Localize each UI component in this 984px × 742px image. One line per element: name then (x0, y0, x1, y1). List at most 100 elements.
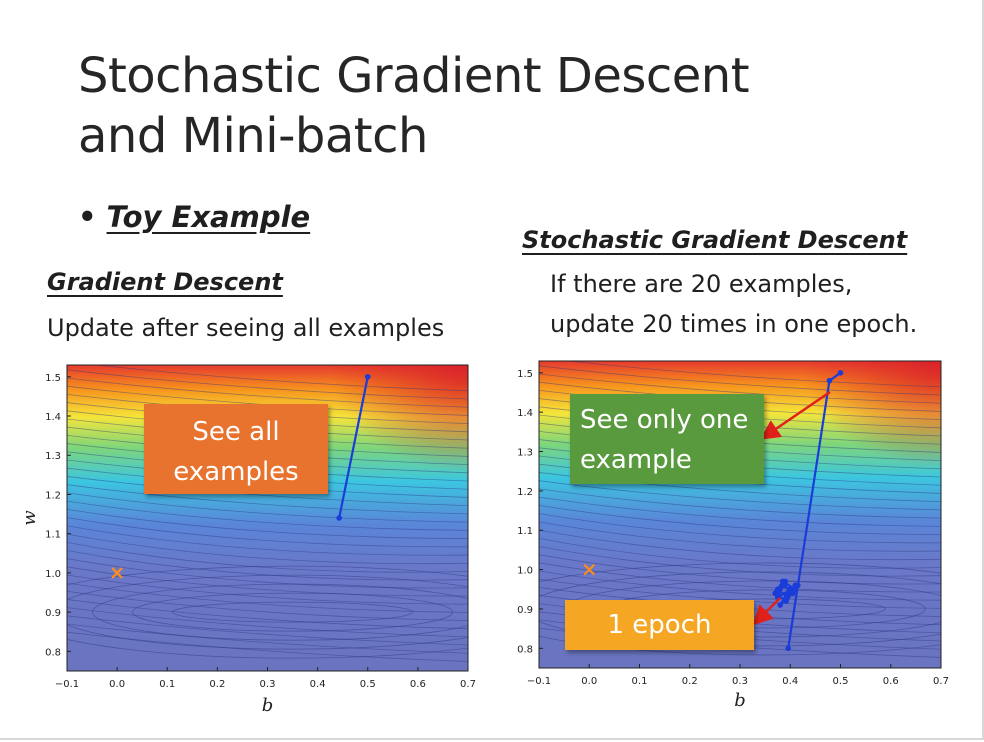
x-tick-label: 0.4 (310, 679, 326, 690)
sgd-x-axis-label: b (734, 690, 746, 711)
contour-line (67, 558, 468, 589)
x-tick-label: 0.5 (833, 676, 849, 687)
sgd-trajectory-point (783, 598, 790, 604)
y-tick-label: 1.0 (517, 566, 533, 577)
sgd-description-line-2: update 20 times in one epoch. (550, 310, 918, 338)
y-tick-label: 0.9 (45, 608, 61, 619)
y-tick-label: 0.8 (45, 647, 61, 658)
title-line-1: Stochastic Gradient Descent (78, 48, 750, 104)
contour-line (67, 631, 468, 662)
callout-see-one-example: See only one example (570, 394, 764, 484)
contour-line (67, 574, 468, 605)
contour-line (67, 476, 468, 507)
gd-y-axis-label: w (19, 510, 40, 526)
contour-line (67, 615, 468, 646)
y-tick-label: 1.0 (45, 569, 61, 580)
arrow-one-example (759, 390, 831, 440)
y-tick-label: 0.9 (517, 605, 533, 616)
gd-plot-series (111, 373, 371, 579)
y-tick-label: 1.5 (45, 373, 61, 384)
sgd-trajectory-point (779, 578, 786, 585)
sgd-plot-ticks: −0.1 0.0 0.1 0.2 0.3 0.4 0.5 0.6 0.7 0.8 0.9 1.0 1.1… (517, 369, 949, 711)
x-tick-label: 0.0 (109, 679, 125, 690)
contour-line (539, 537, 941, 569)
contour-line (67, 377, 468, 408)
callout-one-epoch: 1 epoch (565, 600, 754, 650)
sgd-trajectory-point (837, 370, 844, 376)
bullet-toy-example: • Toy Example (78, 200, 310, 234)
y-tick-label: 1.2 (517, 487, 533, 498)
contour-line (67, 623, 468, 654)
sgd-trajectory-point (792, 586, 799, 593)
x-tick-label: 0.3 (260, 679, 276, 690)
contour-ellipse (539, 571, 941, 647)
gd-x-axis-label: b (262, 695, 274, 716)
y-tick-label: 1.4 (45, 412, 61, 423)
x-tick-label: 0.7 (933, 676, 949, 687)
contour-ellipse (67, 565, 468, 659)
x-tick-label: 0.5 (360, 679, 376, 690)
x-tick-label: 0.2 (209, 679, 225, 690)
contour-line (539, 480, 941, 511)
contour-line (67, 533, 468, 565)
gd-optimum-marker (111, 567, 123, 579)
contour-ellipse (92, 583, 468, 641)
contour-line (539, 529, 941, 561)
sgd-trajectory-point (792, 582, 799, 589)
y-tick-label: 0.8 (517, 644, 533, 655)
x-tick-label: 0.3 (732, 676, 748, 687)
bullet-dot-icon: • (78, 200, 97, 234)
callout-see-one-line-1: See only one (580, 405, 749, 435)
gd-plot-ticks: −0.1 0.0 0.1 0.2 0.3 0.4 0.5 0.6 0.7 0.8 0.9 1.0 1.1… (19, 373, 476, 716)
sgd-description-line-1: If there are 20 examples, (550, 270, 853, 298)
contour-line (67, 517, 468, 548)
sgd-heading: Stochastic Gradient Descent (522, 226, 908, 254)
bullet-label: Toy Example (106, 200, 311, 234)
x-tick-label: 0.7 (460, 679, 476, 690)
sgd-trajectory-point (785, 645, 792, 652)
gd-heading: Gradient Descent (47, 268, 283, 296)
sgd-optimum-marker (583, 563, 596, 576)
sgd-trajectory-point (772, 590, 778, 597)
contour-line (67, 525, 468, 556)
x-tick-label: −0.1 (55, 679, 79, 690)
x-tick-label: 0.1 (632, 676, 648, 687)
x-tick-label: 0.4 (782, 676, 798, 687)
contour-line (539, 373, 941, 404)
y-tick-label: 1.1 (45, 530, 61, 541)
sgd-plot-frame (538, 360, 942, 669)
gd-plot-frame (66, 364, 469, 672)
contour-line (67, 599, 468, 630)
contour-line (539, 365, 941, 396)
x-tick-label: −0.1 (527, 676, 551, 687)
contour-line (565, 361, 941, 388)
x-tick-label: 0.6 (410, 679, 426, 690)
y-tick-label: 1.2 (45, 490, 61, 501)
contour-line (93, 365, 468, 392)
contour-ellipse (172, 601, 413, 623)
contour-line (67, 500, 468, 531)
y-tick-label: 1.5 (517, 369, 533, 380)
contour-line (67, 582, 468, 613)
callout-see-all-line-2: examples (173, 457, 299, 487)
contour-line (539, 554, 941, 585)
contour-line (539, 546, 941, 577)
contour-ellipse (539, 562, 941, 656)
gd-trajectory-point (336, 515, 342, 521)
contour-line (67, 566, 468, 597)
gd-trajectory-line (338, 376, 369, 519)
gd-description: Update after seeing all examples (47, 314, 445, 342)
x-tick-label: 0.2 (682, 676, 698, 687)
contour-line (67, 492, 468, 523)
contour-ellipse (132, 592, 453, 632)
x-tick-label: 0.0 (581, 676, 597, 687)
contour-line (67, 484, 468, 515)
contour-line (539, 578, 941, 609)
gd-trajectory-point (364, 373, 371, 380)
sgd-trajectory-point (826, 377, 833, 384)
y-tick-label: 1.1 (517, 526, 533, 537)
contour-line (539, 570, 941, 601)
contour-line (539, 504, 941, 535)
